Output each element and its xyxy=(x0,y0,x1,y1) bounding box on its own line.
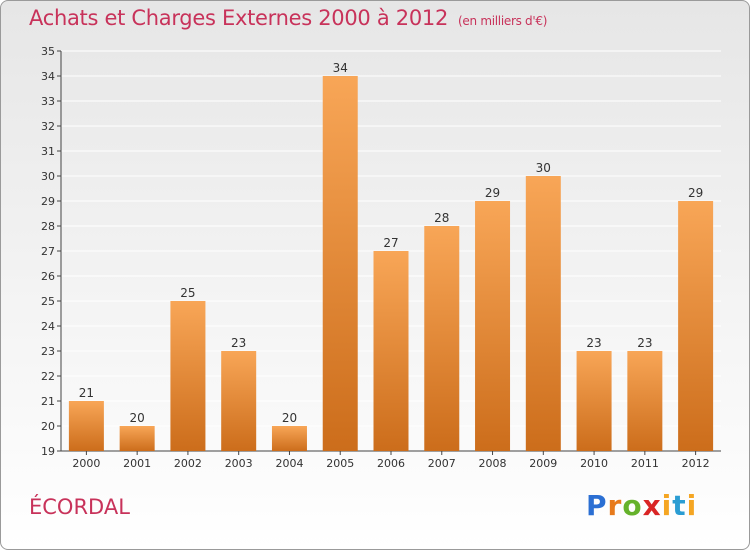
data-label: 23 xyxy=(586,336,601,350)
bar xyxy=(119,426,155,451)
bar xyxy=(525,176,561,451)
x-tick-label: 2005 xyxy=(326,457,354,470)
bar xyxy=(424,226,460,451)
x-tick-label: 2004 xyxy=(275,457,303,470)
data-label: 23 xyxy=(637,336,652,350)
proxiti-logo: Proxiti xyxy=(586,489,697,522)
x-tick-label: 2008 xyxy=(479,457,507,470)
y-tick-label: 32 xyxy=(41,120,55,133)
y-tick-label: 24 xyxy=(41,320,55,333)
x-tick-label: 2002 xyxy=(174,457,202,470)
y-tick-label: 33 xyxy=(41,95,55,108)
data-label: 20 xyxy=(130,411,145,425)
y-tick-label: 27 xyxy=(41,245,55,258)
data-label: 28 xyxy=(434,211,449,225)
y-tick-label: 22 xyxy=(41,370,55,383)
bar xyxy=(271,426,307,451)
chart-title: Achats et Charges Externes 2000 à 2012 (e… xyxy=(29,6,547,30)
title-text: Achats et Charges Externes 2000 à 2012 xyxy=(29,6,449,30)
y-tick-label: 23 xyxy=(41,345,55,358)
logo-letter-r: r xyxy=(607,489,623,522)
data-label: 20 xyxy=(282,411,297,425)
y-tick-label: 35 xyxy=(41,45,55,58)
bar xyxy=(475,201,511,451)
data-label: 29 xyxy=(485,186,500,200)
bar xyxy=(678,201,714,451)
x-tick-label: 2012 xyxy=(682,457,710,470)
x-tick-label: 2003 xyxy=(225,457,253,470)
data-label: 30 xyxy=(536,161,551,175)
bar xyxy=(627,351,663,451)
logo-letter-i2: i xyxy=(686,489,698,522)
logo-letter-t: t xyxy=(672,489,687,522)
logo-letter-x: x xyxy=(642,489,662,522)
bar xyxy=(221,351,257,451)
y-tick-label: 29 xyxy=(41,195,55,208)
data-label: 21 xyxy=(79,386,94,400)
x-tick-label: 2010 xyxy=(580,457,608,470)
logo-letter-o: o xyxy=(622,489,643,522)
bar xyxy=(576,351,612,451)
data-label: 25 xyxy=(180,286,195,300)
data-label: 23 xyxy=(231,336,246,350)
data-label: 29 xyxy=(688,186,703,200)
y-tick-label: 20 xyxy=(41,420,55,433)
data-label: 27 xyxy=(383,236,398,250)
x-tick-label: 2007 xyxy=(428,457,456,470)
y-tick-label: 21 xyxy=(41,395,55,408)
x-tick-label: 2006 xyxy=(377,457,405,470)
y-tick-label: 34 xyxy=(41,70,55,83)
unit-label: (en milliers d'€) xyxy=(458,14,548,28)
x-tick-label: 2001 xyxy=(123,457,151,470)
logo-letter-i: i xyxy=(661,489,673,522)
y-tick-label: 28 xyxy=(41,220,55,233)
bar xyxy=(322,76,358,451)
logo-letter-p: P xyxy=(586,489,608,522)
y-tick-label: 31 xyxy=(41,145,55,158)
data-label: 34 xyxy=(333,61,348,75)
x-tick-label: 2011 xyxy=(631,457,659,470)
x-tick-label: 2000 xyxy=(72,457,100,470)
place-name: ÉCORDAL xyxy=(29,495,130,519)
y-tick-label: 26 xyxy=(41,270,55,283)
bar xyxy=(373,251,409,451)
y-tick-label: 30 xyxy=(41,170,55,183)
bar xyxy=(68,401,104,451)
y-tick-label: 19 xyxy=(41,445,55,458)
bar xyxy=(170,301,206,451)
x-tick-label: 2009 xyxy=(529,457,557,470)
y-tick-label: 25 xyxy=(41,295,55,308)
